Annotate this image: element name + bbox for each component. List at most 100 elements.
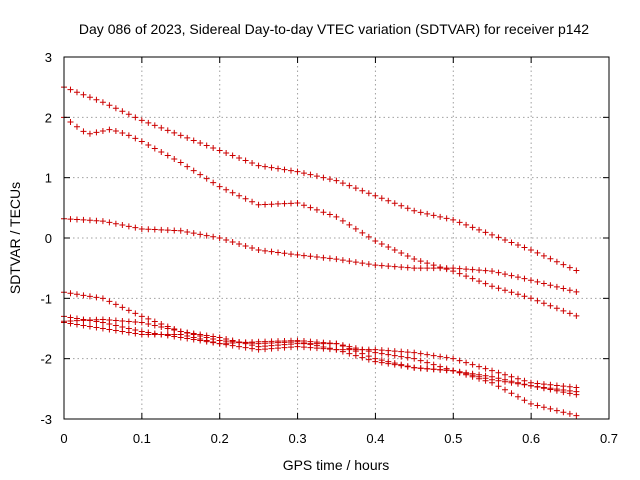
- data-point: [300, 252, 307, 259]
- data-point: [404, 264, 411, 271]
- data-point: [333, 256, 340, 263]
- data-point: [80, 317, 87, 324]
- data-point: [346, 182, 353, 189]
- data-point: [514, 393, 521, 400]
- data-point: [534, 384, 541, 391]
- data-point: [132, 114, 139, 121]
- data-point: [249, 245, 256, 252]
- data-point: [73, 291, 80, 298]
- data-point: [482, 365, 489, 372]
- data-point: [275, 165, 282, 172]
- data-point: [151, 145, 158, 152]
- data-point: [287, 200, 294, 207]
- data-point: [540, 252, 547, 259]
- data-point: [540, 300, 547, 307]
- data-point: [80, 322, 87, 329]
- data-point: [385, 197, 392, 204]
- data-point: [508, 378, 515, 385]
- data-point: [560, 383, 567, 390]
- data-point: [540, 385, 547, 392]
- data-point: [489, 268, 496, 275]
- data-point: [339, 343, 346, 350]
- data-point: [385, 263, 392, 270]
- data-point: [378, 240, 385, 247]
- data-point: [495, 375, 502, 382]
- data-point: [521, 244, 528, 251]
- data-point: [359, 350, 366, 357]
- data-point: [93, 324, 100, 331]
- data-point: [132, 310, 139, 317]
- data-point: [177, 331, 184, 338]
- data-point: [352, 259, 359, 266]
- data-point: [326, 255, 333, 262]
- data-point: [249, 160, 256, 167]
- data-point: [112, 128, 119, 135]
- data-point: [346, 221, 353, 228]
- series-trace-7: [61, 319, 580, 398]
- data-point: [359, 187, 366, 194]
- data-point: [67, 320, 74, 327]
- data-point: [365, 346, 372, 353]
- data-point: [495, 285, 502, 292]
- data-point: [262, 201, 269, 208]
- data-point: [424, 359, 431, 366]
- data-point: [424, 210, 431, 217]
- data-point: [391, 200, 398, 207]
- data-point: [417, 357, 424, 364]
- data-point: [236, 241, 243, 248]
- data-point: [287, 337, 294, 344]
- data-point: [138, 225, 145, 232]
- data-point: [216, 340, 223, 347]
- data-point: [482, 280, 489, 287]
- data-point: [378, 347, 385, 354]
- data-point: [398, 202, 405, 209]
- data-point: [411, 256, 418, 263]
- data-point: [372, 346, 379, 353]
- data-point: [521, 293, 528, 300]
- data-point: [352, 348, 359, 355]
- data-point: [502, 271, 509, 278]
- data-point: [119, 328, 126, 335]
- data-point: [573, 312, 580, 319]
- data-point: [378, 262, 385, 269]
- data-point: [398, 348, 405, 355]
- data-point: [300, 338, 307, 345]
- data-point: [242, 339, 249, 346]
- data-point: [268, 338, 275, 345]
- data-point: [476, 371, 483, 378]
- data-point: [262, 346, 269, 353]
- data-point: [106, 326, 113, 333]
- data-point: [184, 134, 191, 141]
- data-point: [164, 152, 171, 159]
- data-point: [145, 320, 152, 327]
- data-point: [281, 344, 288, 351]
- data-point: [417, 258, 424, 265]
- data-point: [450, 216, 457, 223]
- data-point: [86, 94, 93, 101]
- data-point: [145, 141, 152, 148]
- data-point: [534, 402, 541, 409]
- data-point: [132, 135, 139, 142]
- data-point: [398, 353, 405, 360]
- x-tick-label: 0.2: [211, 431, 229, 446]
- data-point: [125, 329, 132, 336]
- data-point: [508, 390, 515, 397]
- data-point: [132, 330, 139, 337]
- data-point: [560, 389, 567, 396]
- data-point: [236, 155, 243, 162]
- data-point: [365, 233, 372, 240]
- data-point: [99, 99, 106, 106]
- data-point: [281, 166, 288, 173]
- data-point: [158, 149, 165, 156]
- data-point: [80, 292, 87, 299]
- data-point: [203, 232, 210, 239]
- data-point: [145, 315, 152, 322]
- data-point: [372, 355, 379, 362]
- data-point: [300, 170, 307, 177]
- data-point: [320, 209, 327, 216]
- y-tick-label: 1: [45, 171, 52, 186]
- data-point: [86, 217, 93, 224]
- data-point: [333, 213, 340, 220]
- data-point: [197, 139, 204, 146]
